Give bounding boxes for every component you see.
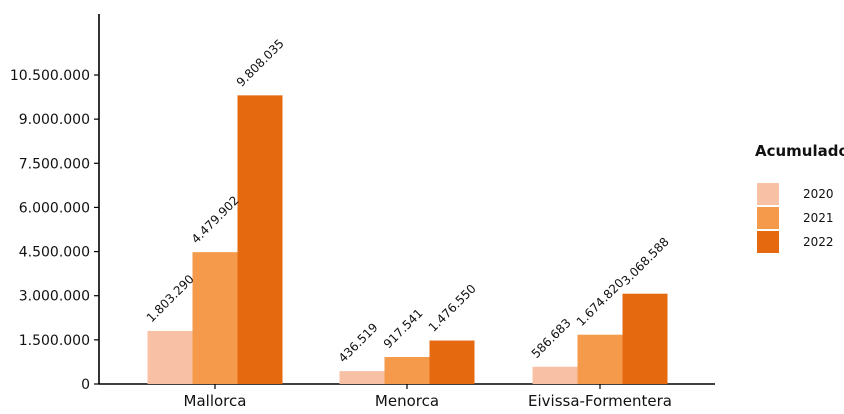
data-label: 4.479.902	[189, 193, 242, 246]
x-tick-label: Eivissa-Formentera	[528, 392, 672, 410]
y-tick-label: 9.000.000	[19, 112, 90, 128]
data-label: 586.683	[529, 316, 574, 361]
legend-swatch	[757, 207, 779, 229]
y-tick-label: 7.500.000	[19, 156, 90, 172]
bar	[622, 293, 668, 384]
data-label: 9.808.035	[234, 36, 287, 89]
y-tick-label: 3.000.000	[19, 289, 90, 305]
bar	[339, 371, 385, 384]
y-tick-label: 6.000.000	[19, 200, 90, 216]
bar	[237, 95, 283, 385]
bar	[384, 356, 430, 384]
legend-label: 2022	[803, 235, 834, 249]
data-label: 917.541	[381, 306, 426, 351]
legend-swatch	[757, 183, 779, 205]
y-tick-label: 4.500.000	[19, 245, 90, 261]
y-tick-label: 10.500.000	[10, 68, 90, 84]
data-label: 3.068.588	[619, 235, 672, 288]
legend-label: 2021	[803, 211, 834, 225]
data-label: 436.519	[336, 320, 381, 365]
data-label: 1.476.550	[426, 282, 479, 335]
axes: 0 1.500.000 3.000.000 4.500.000 6.000.000 7.5…	[10, 14, 715, 410]
bar	[192, 252, 238, 384]
x-tick-label: Menorca	[375, 392, 439, 410]
bar	[577, 334, 623, 384]
bars	[147, 95, 668, 385]
data-label: 1.803.290	[144, 272, 197, 325]
legend-title: Acumulado	[755, 142, 844, 160]
bar	[532, 366, 578, 384]
bar	[429, 340, 475, 384]
legend: Acumulado 2020 2021 2022	[755, 142, 844, 253]
x-tick-label: Mallorca	[184, 392, 247, 410]
bar	[147, 330, 193, 384]
legend-label: 2020	[803, 187, 834, 201]
data-label: 1.674.820	[574, 276, 627, 329]
y-tick-label: 0	[81, 377, 90, 393]
legend-swatch	[757, 231, 779, 253]
y-tick-label: 1.500.000	[19, 333, 90, 349]
